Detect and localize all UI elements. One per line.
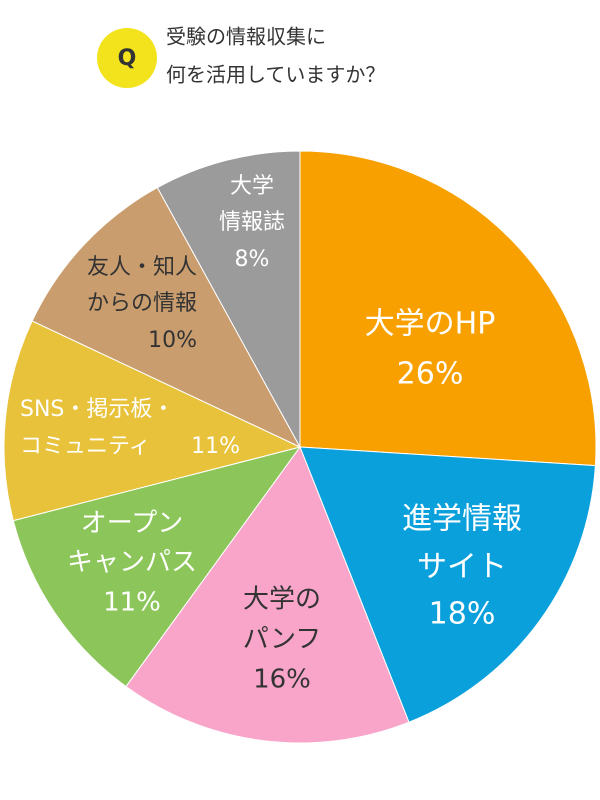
slice-label: SNS・掲示板・ <box>20 397 174 422</box>
slice-label: オープン <box>81 509 183 539</box>
slice-label: 大学の <box>243 585 321 615</box>
value-label: 18% <box>429 597 496 632</box>
pie-slice <box>125 445 410 744</box>
badge-circle <box>97 28 157 88</box>
value-label: 11% <box>103 588 161 618</box>
slice-label: 進学情報 <box>402 502 522 537</box>
pie-slice <box>299 150 597 467</box>
value-label: 11% <box>191 434 240 459</box>
pie <box>3 150 597 744</box>
pie-slice <box>31 186 302 449</box>
chart-title: 何を活用していますか？ <box>166 63 385 87</box>
value-label: 10% <box>148 328 197 353</box>
slice-label: 情報誌 <box>219 210 285 235</box>
slice-label: コミュニティ <box>20 434 151 459</box>
slice-label: 友人・知人 <box>87 255 197 280</box>
slice-label: 大学 <box>230 174 274 199</box>
badge: Q <box>118 46 137 71</box>
pie-slice <box>299 446 596 723</box>
value-label: 16% <box>253 665 311 695</box>
pie-slice <box>3 320 302 522</box>
slice-label: 大学のHP <box>365 307 496 342</box>
pie-slice <box>156 150 301 448</box>
slice-label: パンフ <box>243 625 322 655</box>
slice-label: からの情報 <box>87 291 197 316</box>
value-label: 26% <box>397 357 464 392</box>
chart-title: 受験の情報収集に <box>166 25 326 49</box>
value-label: 8% <box>235 247 270 272</box>
slice-label: サイト <box>417 550 507 585</box>
slice-label: キャンパス <box>67 548 197 578</box>
pie-slice <box>12 446 302 688</box>
